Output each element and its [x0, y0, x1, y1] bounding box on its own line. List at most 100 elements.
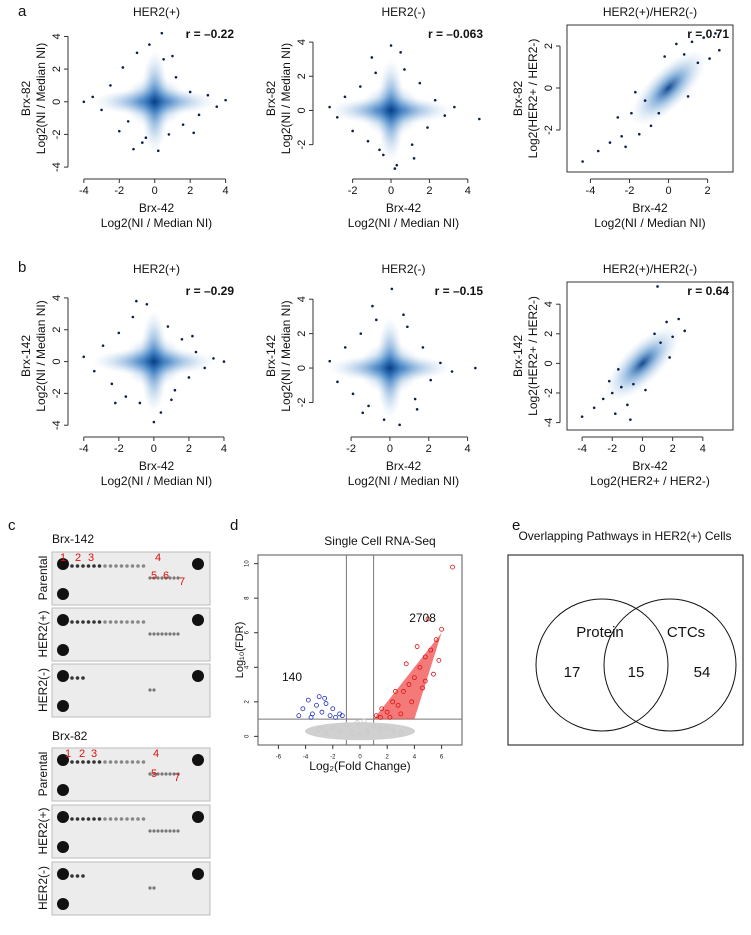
gene-point: [327, 713, 333, 719]
array-spot: [130, 620, 135, 624]
chart-title: HER2(+): [133, 262, 180, 276]
point: [378, 148, 381, 152]
y-tick-label: 4: [296, 39, 308, 45]
array-spot: [70, 676, 74, 680]
blot-row-label: Parental: [36, 556, 50, 601]
annotation: r = –0.063: [428, 27, 483, 41]
array-spot: [164, 772, 168, 776]
array-spot: [136, 620, 140, 624]
point: [390, 287, 394, 291]
x-tick-label: -2: [607, 443, 617, 455]
y-axis-label: Brx-142: [264, 335, 278, 377]
array-spot: [148, 576, 152, 580]
point: [222, 360, 226, 363]
gene-point: [387, 714, 393, 720]
spot-label: 7: [179, 576, 185, 588]
point: [117, 331, 121, 335]
point: [592, 406, 596, 410]
point: [708, 57, 711, 60]
array-spot: [92, 817, 96, 821]
array-spot: [125, 620, 129, 624]
array-spot: [136, 760, 140, 764]
point: [382, 418, 386, 421]
array-spot: [70, 760, 74, 764]
point: [188, 90, 192, 94]
point: [644, 388, 647, 392]
chart-title: HER2(-): [382, 262, 426, 276]
point: [167, 133, 171, 136]
point: [361, 411, 365, 415]
blot-image: [51, 551, 211, 606]
gene-point: [377, 714, 383, 720]
array-spot: [172, 772, 176, 776]
point: [626, 403, 629, 407]
spot-label: 4: [155, 552, 161, 564]
array-spot: [81, 817, 85, 821]
gene-point: [373, 713, 379, 719]
array-spot: [119, 817, 124, 821]
point: [402, 313, 405, 316]
array-spot: [152, 886, 156, 890]
x-tick-label: 2: [426, 443, 432, 455]
point: [686, 95, 690, 98]
point: [478, 117, 481, 121]
point: [135, 51, 139, 55]
point: [453, 105, 456, 109]
point: [581, 160, 584, 163]
x-axis-label: Brx-42: [139, 459, 175, 473]
point: [398, 423, 401, 427]
array-spot: [81, 874, 85, 878]
point: [121, 66, 125, 69]
y-tick-label: 2: [51, 327, 63, 333]
point: [351, 129, 354, 133]
point: [393, 167, 397, 170]
x-axis-label: Brx-42: [386, 201, 422, 215]
spot-label: 7: [174, 772, 180, 784]
gene-point: [316, 694, 322, 700]
point: [659, 341, 662, 344]
x-axis-label: Brx-42: [632, 201, 668, 215]
x-tick-label: 4: [223, 185, 229, 197]
x-axis-label: Brx-42: [139, 201, 175, 215]
point: [714, 32, 717, 35]
y-tick-label: -4: [543, 418, 555, 428]
x-tick-label: 0: [388, 185, 394, 197]
gene-point: [401, 689, 406, 694]
spot-label: 5: [151, 570, 157, 582]
blot-image: [51, 663, 211, 718]
x-tick-label: -2: [348, 185, 358, 197]
y-axis-label: Brx-142: [19, 335, 33, 377]
point: [206, 93, 210, 97]
x-axis-label: Log₂(Fold Change): [309, 759, 410, 773]
reference-spot: [57, 588, 69, 600]
y-tick-label: -4: [51, 162, 63, 172]
point: [601, 397, 605, 401]
array-spot: [114, 620, 118, 624]
x-tick-label: -4: [586, 185, 596, 197]
point: [366, 139, 370, 143]
y-tick-label: -2: [296, 398, 308, 408]
point: [653, 332, 656, 336]
point: [665, 320, 668, 324]
y-tick-label: 4: [543, 301, 555, 307]
venn-title: Overlapping Pathways in HER2(+) Cells: [518, 529, 731, 543]
annotation: r = –0.15: [435, 284, 484, 298]
x-tick-label: -4: [577, 443, 587, 455]
y-tick-label: -2: [543, 125, 555, 135]
array-spot: [152, 772, 156, 776]
point: [141, 141, 144, 144]
gene-point: [308, 714, 314, 720]
venn-set: [603, 598, 737, 732]
venn-set-label: CTCs: [667, 624, 705, 641]
array-spot: [164, 576, 168, 580]
array-spot: [136, 564, 140, 568]
reference-spot: [192, 754, 204, 766]
point: [180, 337, 184, 341]
array-spot: [168, 632, 172, 636]
array-spot: [156, 829, 160, 833]
gene-point: [411, 675, 417, 681]
array-spot: [141, 564, 146, 568]
point: [335, 116, 339, 119]
point: [637, 132, 641, 136]
gene-point: [406, 682, 412, 687]
